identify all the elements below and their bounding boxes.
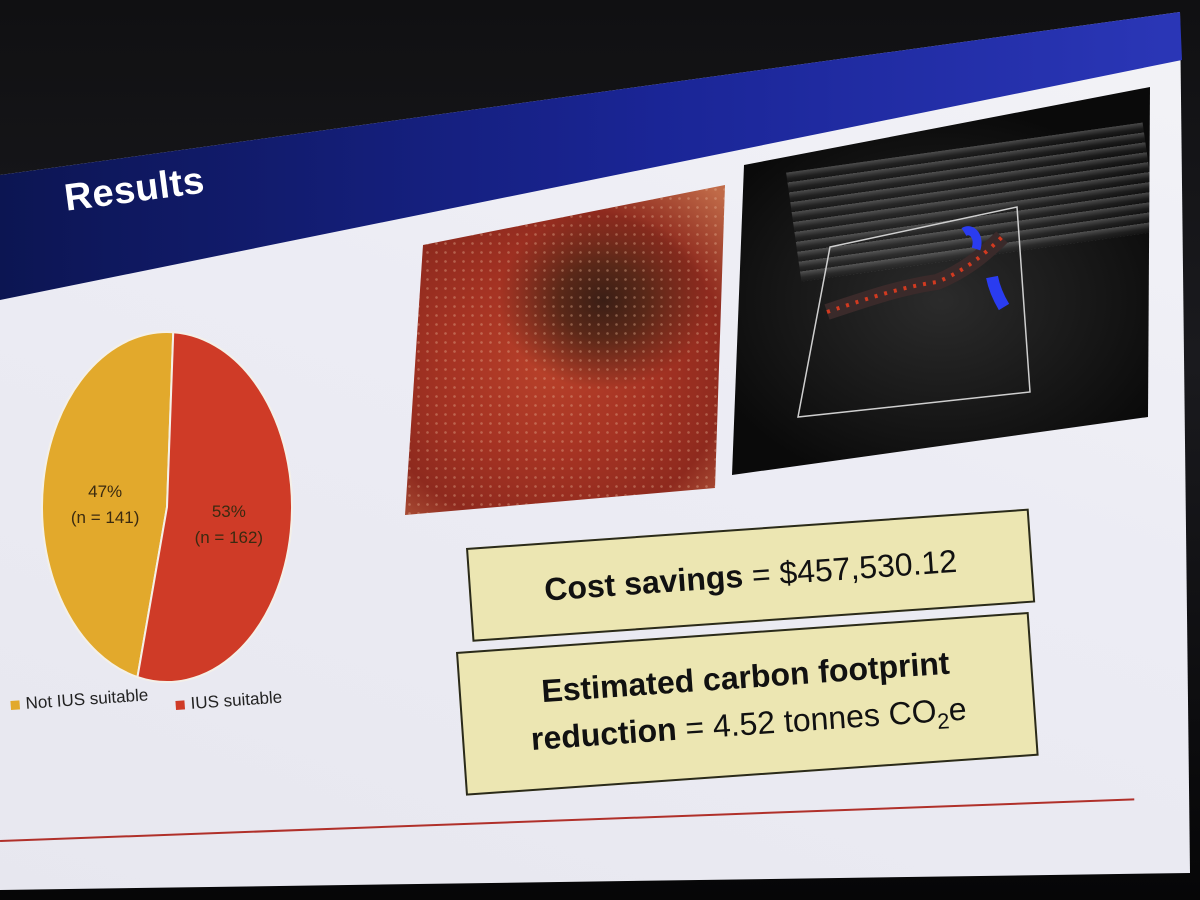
- cost-savings-value: $457,530.12: [778, 542, 959, 591]
- pie-pct-label-not-suitable: 47%: [88, 482, 122, 501]
- mucosa-texture: [405, 185, 725, 515]
- carbon-reduction-label: reduction: [529, 711, 678, 758]
- pie-pct-label-suitable: 53%: [212, 502, 246, 521]
- cost-savings-label: Cost savings: [543, 557, 745, 608]
- pie-slice-not-ius-suitable: [41, 331, 175, 679]
- endoscopy-photo: [405, 185, 725, 515]
- pie-count-label-suitable: (n = 162): [195, 528, 264, 547]
- ultrasound-doppler-overlay: [797, 206, 1031, 418]
- legend-swatch-not-suitable: [10, 699, 20, 710]
- pie-slice-ius-suitable: [136, 331, 293, 683]
- pie-count-label-not-suitable: (n = 141): [71, 508, 140, 527]
- cost-savings-text: Cost savings = $457,530.12: [543, 542, 958, 608]
- pie-chart: 47% (n = 141) 53% (n = 162): [40, 330, 295, 685]
- carbon-reduction-value: = 4.52 tonnes CO: [675, 692, 938, 748]
- legend-swatch-suitable: [175, 699, 185, 710]
- cost-savings-operator: =: [741, 554, 781, 594]
- carbon-unit-suffix: e: [947, 690, 968, 729]
- pie-chart-svg: 47% (n = 141) 53% (n = 162): [41, 331, 293, 683]
